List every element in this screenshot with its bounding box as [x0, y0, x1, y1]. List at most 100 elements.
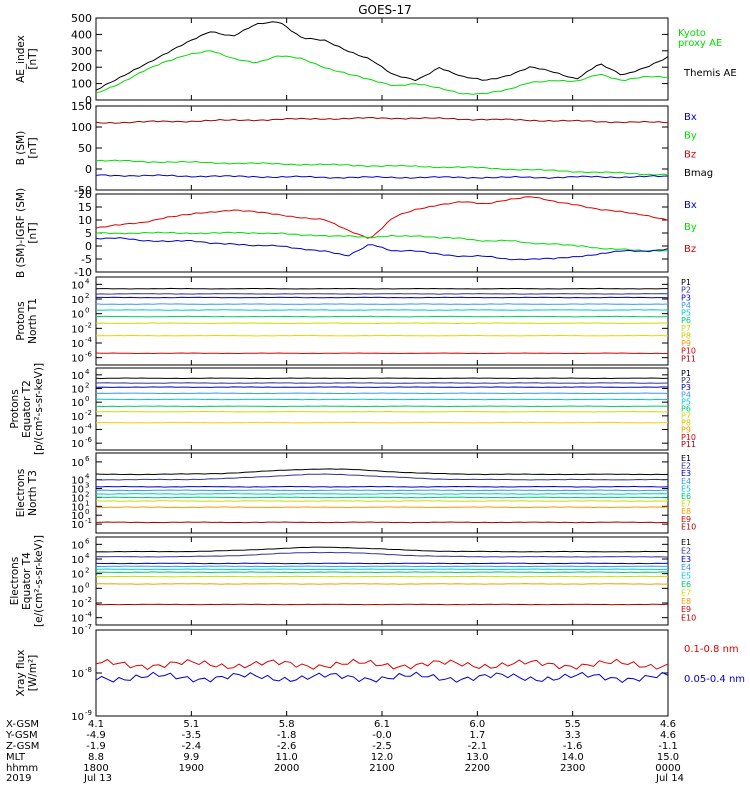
- ytick-exponent: -2: [85, 409, 92, 417]
- xaxis-cell: 6.0: [469, 719, 485, 730]
- legend-entry: P4: [681, 390, 691, 399]
- xaxis-cell: 2300: [560, 763, 585, 774]
- legend-entry: P6: [681, 316, 691, 325]
- xaxis-cell: 6.1: [374, 719, 390, 730]
- ytick-label: -50: [74, 184, 92, 197]
- series-e5: [95, 568, 669, 571]
- legend-entry: Bmag: [684, 168, 713, 179]
- series-p2: [95, 382, 669, 384]
- series-p1: [95, 287, 668, 290]
- ytick-exponent: 0: [85, 395, 89, 403]
- legend-entry: E7: [681, 500, 691, 509]
- series-p6: [95, 315, 669, 318]
- series-bx: [95, 174, 669, 179]
- ytick-exponent: -4: [85, 336, 93, 344]
- series-e6: [95, 571, 669, 574]
- xaxis-row-label: Y-GSM: [5, 730, 38, 741]
- xaxis-cell: 1900: [179, 763, 204, 774]
- ylabel-line: Equator T2: [21, 380, 33, 438]
- ytick-label: -5: [81, 253, 92, 266]
- ytick-exponent: 0: [85, 508, 89, 516]
- series-e1: [95, 546, 669, 553]
- xaxis-cell: 2000: [274, 763, 299, 774]
- legend-entry: E5: [681, 572, 691, 581]
- ylabel-line: [p/(cm²-s-sr-keV)]: [33, 363, 45, 455]
- ytick-exponent: 1: [85, 499, 89, 507]
- xaxis-cell: -2.5: [372, 741, 392, 752]
- ytick-exponent: 6: [85, 455, 90, 463]
- xaxis-cell: 4.1: [88, 719, 104, 730]
- xaxis-cell: 2100: [369, 763, 394, 774]
- ytick-label: 10: [71, 439, 84, 450]
- legend-entry: E10: [681, 614, 696, 623]
- ylabel-line: [nT]: [27, 48, 39, 69]
- legend-entry: E3: [681, 469, 691, 478]
- ytick-label: 10: [71, 626, 84, 637]
- series-e10: [95, 521, 669, 524]
- xaxis-cell: Jul 13: [83, 773, 112, 784]
- legend-entry: Bz: [684, 149, 696, 160]
- ytick-label: 200: [71, 61, 92, 74]
- legend-entry: P2: [681, 286, 691, 295]
- panel-xray: Xray flux [W/m²]10-710-810 -90.1-0.8 nm0.0…: [15, 623, 745, 723]
- series-p5: [95, 398, 669, 401]
- series-e8: [95, 506, 669, 509]
- series-e3: [95, 562, 669, 565]
- ytick-label: 10: [71, 476, 84, 487]
- ytick-exponent: 4: [85, 552, 90, 560]
- series-e10: [95, 603, 669, 606]
- legend-entry: P6: [681, 404, 691, 413]
- legend-entry: 0.1-0.8 nm: [684, 644, 739, 655]
- legend-entry: P8: [681, 331, 691, 340]
- ytick-label: 10: [71, 354, 84, 365]
- ytick-label: 10: [71, 502, 84, 513]
- ytick-label: 0: [85, 94, 92, 107]
- series-e7: [95, 500, 669, 502]
- ytick-label: 10: [78, 214, 92, 227]
- ytick-label: 10: [71, 426, 84, 437]
- xaxis-cell: 13.0: [466, 752, 488, 763]
- panel-frame: [95, 536, 669, 626]
- ytick-label: 10: [71, 540, 84, 551]
- legend-entry: E4: [681, 563, 691, 572]
- ytick-exponent: -6: [85, 436, 93, 444]
- xaxis-row-label: Z-GSM: [6, 741, 39, 752]
- ytick-label: 5: [85, 227, 92, 240]
- ytick-exponent: -2: [85, 321, 92, 329]
- ytick-label: 10: [71, 412, 84, 423]
- legend-entry: E1: [681, 454, 691, 463]
- legend-entry: Themis AE: [683, 68, 737, 79]
- panel-bsm: B (SM) [nT] 150 100 50 0 -50 Bx By Bz Bmag: [15, 100, 713, 197]
- ytick-exponent: -6: [85, 351, 93, 359]
- xaxis-cell: 12.0: [371, 752, 393, 763]
- series-e7: [95, 575, 669, 578]
- ylabel-line: Xray flux: [15, 650, 27, 697]
- ytick-label: 0: [85, 163, 92, 176]
- ytick-label: 100: [71, 78, 92, 91]
- legend-entry: P10: [681, 433, 696, 442]
- ytick-label: 10: [71, 669, 84, 680]
- ytick-label: 10: [71, 485, 84, 496]
- ylabel-line: North T3: [27, 470, 39, 516]
- legend-entry: P3: [681, 293, 691, 302]
- series-p7: [96, 410, 669, 413]
- legend-entry: E5: [681, 484, 691, 493]
- ytick-label: 10: [71, 511, 84, 522]
- ytick-label: 500: [71, 12, 92, 25]
- ylabel-line: North T1: [27, 298, 39, 344]
- ytick-label: 10: [71, 295, 84, 306]
- legend-entry: P1: [681, 278, 691, 287]
- xaxis-cell: 14.0: [562, 752, 584, 763]
- ylabel-line: Protons: [15, 301, 27, 340]
- xaxis-cell: 4.6: [660, 719, 676, 730]
- legend-entry: P4: [681, 301, 691, 310]
- ytick-label: 10: [71, 584, 84, 595]
- series-p6: [95, 405, 669, 408]
- series-e3: [95, 485, 669, 488]
- xaxis-cell: 8.8: [88, 752, 104, 763]
- ylabel-line: AE_index: [15, 35, 27, 83]
- series-p4: [95, 303, 669, 305]
- series-p2: [95, 293, 669, 295]
- figure-title: GOES-17: [358, 3, 412, 17]
